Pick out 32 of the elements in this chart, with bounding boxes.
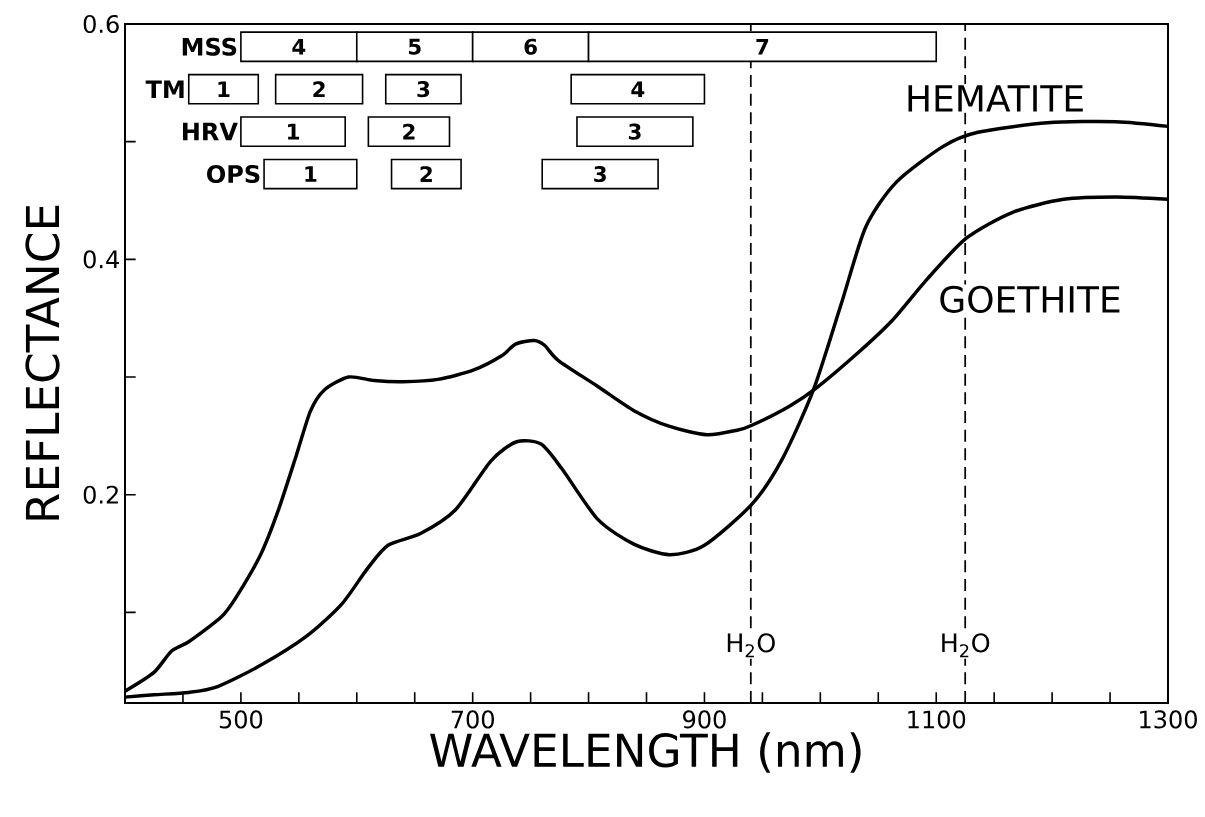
- ref-line-label: H$_{2}$O: [942, 633, 990, 658]
- y-axis-title: REFLECTANCE: [25, 205, 60, 520]
- x-axis-title: WAVELENGTH (nm): [430, 732, 861, 773]
- x-tick-label: 1300: [1140, 710, 1197, 729]
- band-label: 1: [218, 81, 230, 97]
- band-label: 3: [417, 81, 430, 98]
- annotation: OPS: [207, 164, 260, 184]
- x-tick-label: 700: [451, 710, 494, 729]
- ref-line-label: H$_{2}$O: [727, 633, 775, 658]
- band-label: 6: [524, 38, 537, 55]
- band-label: 4: [292, 38, 306, 55]
- series-label: GOETHITE: [940, 285, 1120, 313]
- band-label: 4: [631, 81, 645, 97]
- band-label: 2: [403, 123, 415, 140]
- band-label: 2: [313, 81, 325, 98]
- y-tick-label: 0.6: [83, 14, 119, 34]
- y-tick-label: 0.4: [83, 250, 119, 269]
- band-label: 5: [408, 38, 421, 55]
- annotation: MSS: [182, 37, 237, 56]
- band-label: 1: [305, 166, 317, 182]
- annotation: TM: [145, 80, 184, 98]
- band-label: 3: [628, 123, 641, 140]
- y-tick-label: 0.2: [83, 485, 118, 504]
- annotation: HRV: [183, 122, 238, 141]
- band-label: 2: [420, 166, 432, 182]
- series-label: HEMATITE: [908, 85, 1083, 112]
- x-tick-label: 500: [219, 710, 263, 729]
- band-label: 3: [594, 165, 606, 183]
- x-tick-label: 1100: [908, 710, 966, 729]
- x-tick-label: 900: [683, 710, 726, 729]
- band-label: 7: [756, 38, 769, 55]
- band-label: 1: [288, 123, 299, 140]
